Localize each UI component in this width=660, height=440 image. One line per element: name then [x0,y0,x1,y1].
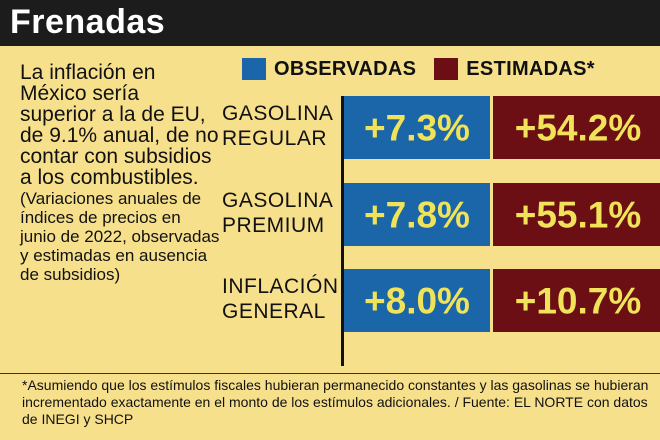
bar-estimadas [493,269,660,332]
data-label: +7.8% [364,195,470,236]
category-label: GASOLINA PREMIUM [222,189,333,237]
data-label: +10.7% [515,281,642,322]
legend-item-observadas: OBSERVADAS [242,58,416,81]
legend-swatch-observadas [242,58,266,80]
data-label: +7.3% [364,108,470,149]
bar-estimadas [493,183,660,246]
legend-swatch-estimadas [434,58,459,80]
footnote-divider [0,373,660,374]
legend: OBSERVADAS ESTIMADAS* [242,56,613,82]
footnote: *Asumiendo que los estímulos fiscales hu… [22,377,649,427]
page-title: Frenadas [10,3,166,41]
category-label: INFLACIÓN GENERAL [222,275,339,323]
legend-label-observadas: OBSERVADAS [274,57,417,80]
category-axis [341,96,344,366]
data-label: +8.0% [364,281,470,322]
bar-observadas [344,183,490,246]
data-label: +55.1% [515,195,642,236]
legend-item-estimadas: ESTIMADAS* [434,58,595,81]
description-note: (Variaciones anuales de índices de preci… [20,189,220,284]
category-label: GASOLINA REGULAR [222,102,333,150]
description-text: La inflación en México sería superior a … [20,61,219,189]
description: La inflación en México sería superior a … [20,62,220,284]
bar-observadas [344,269,490,332]
legend-label-estimadas: ESTIMADAS* [466,57,595,80]
bar-estimadas [493,96,660,159]
bar-observadas [344,96,490,159]
title-bar [0,0,660,46]
data-label: +54.2% [515,108,642,149]
